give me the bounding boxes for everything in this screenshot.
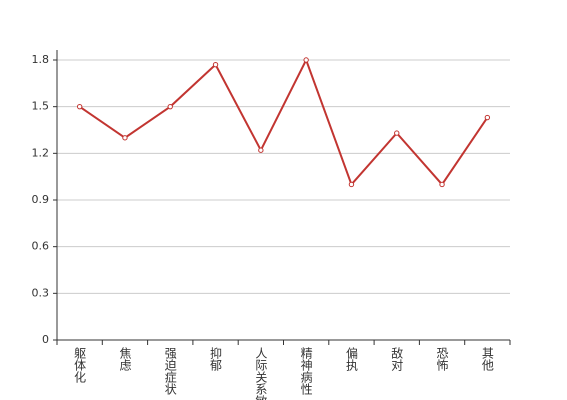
- x-tick-label: 强迫症状: [163, 347, 177, 395]
- point: [167, 103, 173, 110]
- x-tick-label: 精神病性: [299, 347, 313, 396]
- point: [122, 135, 128, 141]
- y-tick-label: 0.3: [32, 286, 50, 299]
- y-tick-label: 1.2: [32, 146, 50, 159]
- y-tick-label: 0.6: [32, 240, 50, 253]
- point: [212, 61, 219, 68]
- y-tick-label: 0: [42, 333, 49, 346]
- point: [439, 181, 445, 188]
- x-tick-label: 偏执: [344, 346, 358, 372]
- x-tick-label: 抑郁: [209, 346, 223, 372]
- x-tick-label: 人际关系敏感: [254, 347, 268, 400]
- x-tick-label: 其他: [480, 347, 494, 371]
- y-tick-label: 1.5: [32, 100, 50, 113]
- point: [303, 57, 309, 63]
- point: [76, 103, 83, 110]
- y-tick-label: 0.9: [32, 193, 50, 206]
- point: [348, 181, 355, 188]
- point: [394, 130, 400, 136]
- x-tick-label: 敌对: [390, 346, 404, 371]
- x-tick-label: 躯体化: [73, 346, 87, 384]
- point: [484, 114, 491, 121]
- x-tick-label: 焦虑: [118, 347, 132, 371]
- y-tick-label: 1.8: [32, 53, 50, 66]
- x-tick-label: 恐怖: [435, 347, 449, 371]
- line: [79, 57, 489, 187]
- point: [258, 147, 264, 153]
